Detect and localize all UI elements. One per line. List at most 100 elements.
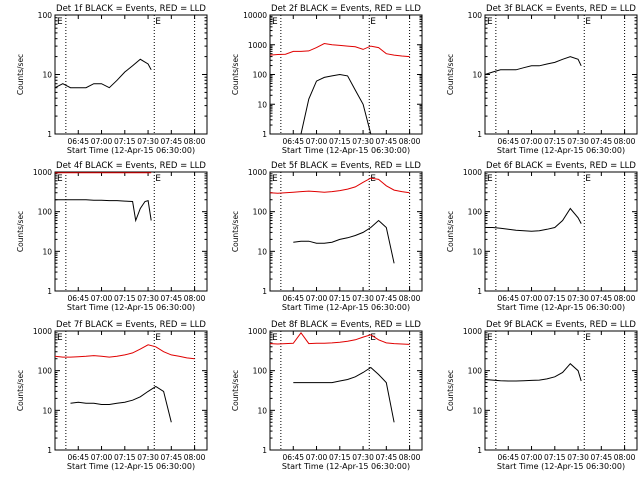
x-axis-label: Start Time (12-Apr-15 06:30:00) <box>67 462 195 471</box>
x-tick-label: 07:00 <box>521 137 543 146</box>
e-marker: E <box>487 174 493 184</box>
x-tick-label: 07:00 <box>521 294 543 303</box>
plot-frame <box>269 14 423 135</box>
x-tick-label: 07:30 <box>352 294 374 303</box>
x-tick-label: 07:00 <box>306 137 328 146</box>
x-tick-label: 06:45 <box>67 294 89 303</box>
y-axis-label: Counts/sec <box>16 211 25 252</box>
events-series-line <box>484 56 582 75</box>
events-series-line <box>55 199 152 223</box>
y-tick-label: 100 <box>468 367 483 376</box>
y-axis-label: Counts/sec <box>446 370 455 411</box>
y-tick-label: 10 <box>472 71 482 80</box>
plot-frame <box>484 14 638 135</box>
y-tick-label: 1 <box>47 130 52 139</box>
y-tick-label: 100 <box>253 367 268 376</box>
y-tick-label: 1 <box>47 446 52 455</box>
plot-frame <box>269 171 423 292</box>
y-axis-label: Counts/sec <box>446 211 455 252</box>
x-tick-label: 07:00 <box>91 294 113 303</box>
e-marker: E <box>585 174 591 184</box>
panel-title: Det 5f BLACK = Events, RED = LLD <box>271 161 421 171</box>
events-series-line <box>484 362 582 382</box>
y-tick-label: 1000 <box>248 41 267 50</box>
x-tick-label: 06:45 <box>67 453 89 462</box>
x-tick-label: 08:00 <box>614 294 636 303</box>
x-tick-label: 07:00 <box>306 453 328 462</box>
events-series-line <box>70 385 172 423</box>
x-axis-label: Start Time (12-Apr-15 06:30:00) <box>67 303 195 312</box>
x-tick-label: 07:45 <box>376 137 398 146</box>
panel-title: Det 4f BLACK = Events, RED = LLD <box>56 161 206 171</box>
x-tick-label: 06:45 <box>497 137 519 146</box>
e-marker: E <box>272 333 278 343</box>
panel-title: Det 3f BLACK = Events, RED = LLD <box>486 4 636 14</box>
x-axis-label: Start Time (12-Apr-15 06:30:00) <box>282 462 410 471</box>
e-marker: E <box>155 17 161 27</box>
plot-frame <box>54 330 208 451</box>
y-axis-label: Counts/sec <box>16 370 25 411</box>
y-tick-label: 10 <box>257 247 267 256</box>
y-tick-label: 100 <box>468 11 483 20</box>
plot-frame <box>484 171 638 292</box>
events-series-line <box>54 58 152 89</box>
x-tick-label: 06:45 <box>282 137 304 146</box>
x-axis-label: Start Time (12-Apr-15 06:30:00) <box>67 146 195 155</box>
x-tick-label: 07:00 <box>306 294 328 303</box>
x-tick-label: 07:45 <box>161 294 183 303</box>
y-tick-label: 100 <box>38 208 53 217</box>
x-tick-label: 08:00 <box>184 294 206 303</box>
e-marker: E <box>272 174 278 184</box>
x-tick-label: 07:15 <box>329 453 351 462</box>
e-marker: E <box>370 333 376 343</box>
x-tick-label: 06:45 <box>282 453 304 462</box>
x-tick-label: 07:45 <box>591 137 613 146</box>
panel-title: Det 7f BLACK = Events, RED = LLD <box>56 320 206 330</box>
y-tick-label: 10 <box>257 100 267 109</box>
x-tick-label: 07:00 <box>91 453 113 462</box>
x-tick-label: 07:45 <box>161 137 183 146</box>
y-tick-label: 1 <box>262 130 267 139</box>
e-marker: E <box>57 17 63 27</box>
y-tick-label: 1 <box>47 287 52 296</box>
e-marker: E <box>487 333 493 343</box>
x-tick-label: 07:00 <box>521 453 543 462</box>
y-axis-label: Counts/sec <box>231 54 240 95</box>
x-tick-label: 06:45 <box>497 453 519 462</box>
x-tick-label: 08:00 <box>614 453 636 462</box>
x-tick-label: 07:00 <box>91 137 113 146</box>
x-tick-label: 07:45 <box>376 453 398 462</box>
x-tick-label: 07:15 <box>544 294 566 303</box>
panel-title: Det 1f BLACK = Events, RED = LLD <box>56 4 206 14</box>
x-tick-label: 08:00 <box>614 137 636 146</box>
x-tick-label: 07:15 <box>114 294 136 303</box>
panel-title: Det 2f BLACK = Events, RED = LLD <box>271 4 421 14</box>
x-tick-label: 07:45 <box>376 294 398 303</box>
y-tick-label: 10 <box>472 247 482 256</box>
y-tick-label: 1000 <box>463 327 482 336</box>
x-axis-label: Start Time (12-Apr-15 06:30:00) <box>497 146 625 155</box>
e-marker: E <box>585 333 591 343</box>
y-tick-label: 10 <box>42 247 52 256</box>
x-tick-label: 07:45 <box>591 294 613 303</box>
panel-title: Det 9f BLACK = Events, RED = LLD <box>486 320 636 330</box>
y-tick-label: 100 <box>468 208 483 217</box>
y-tick-label: 10 <box>257 406 267 415</box>
e-marker: E <box>57 333 63 343</box>
plot-frame <box>54 14 208 135</box>
x-axis-label: Start Time (12-Apr-15 06:30:00) <box>282 303 410 312</box>
x-tick-label: 07:30 <box>352 453 374 462</box>
y-tick-label: 1 <box>262 446 267 455</box>
y-axis-label: Counts/sec <box>446 54 455 95</box>
x-tick-label: 07:15 <box>329 137 351 146</box>
e-marker: E <box>155 174 161 184</box>
plot-frame <box>484 330 638 451</box>
